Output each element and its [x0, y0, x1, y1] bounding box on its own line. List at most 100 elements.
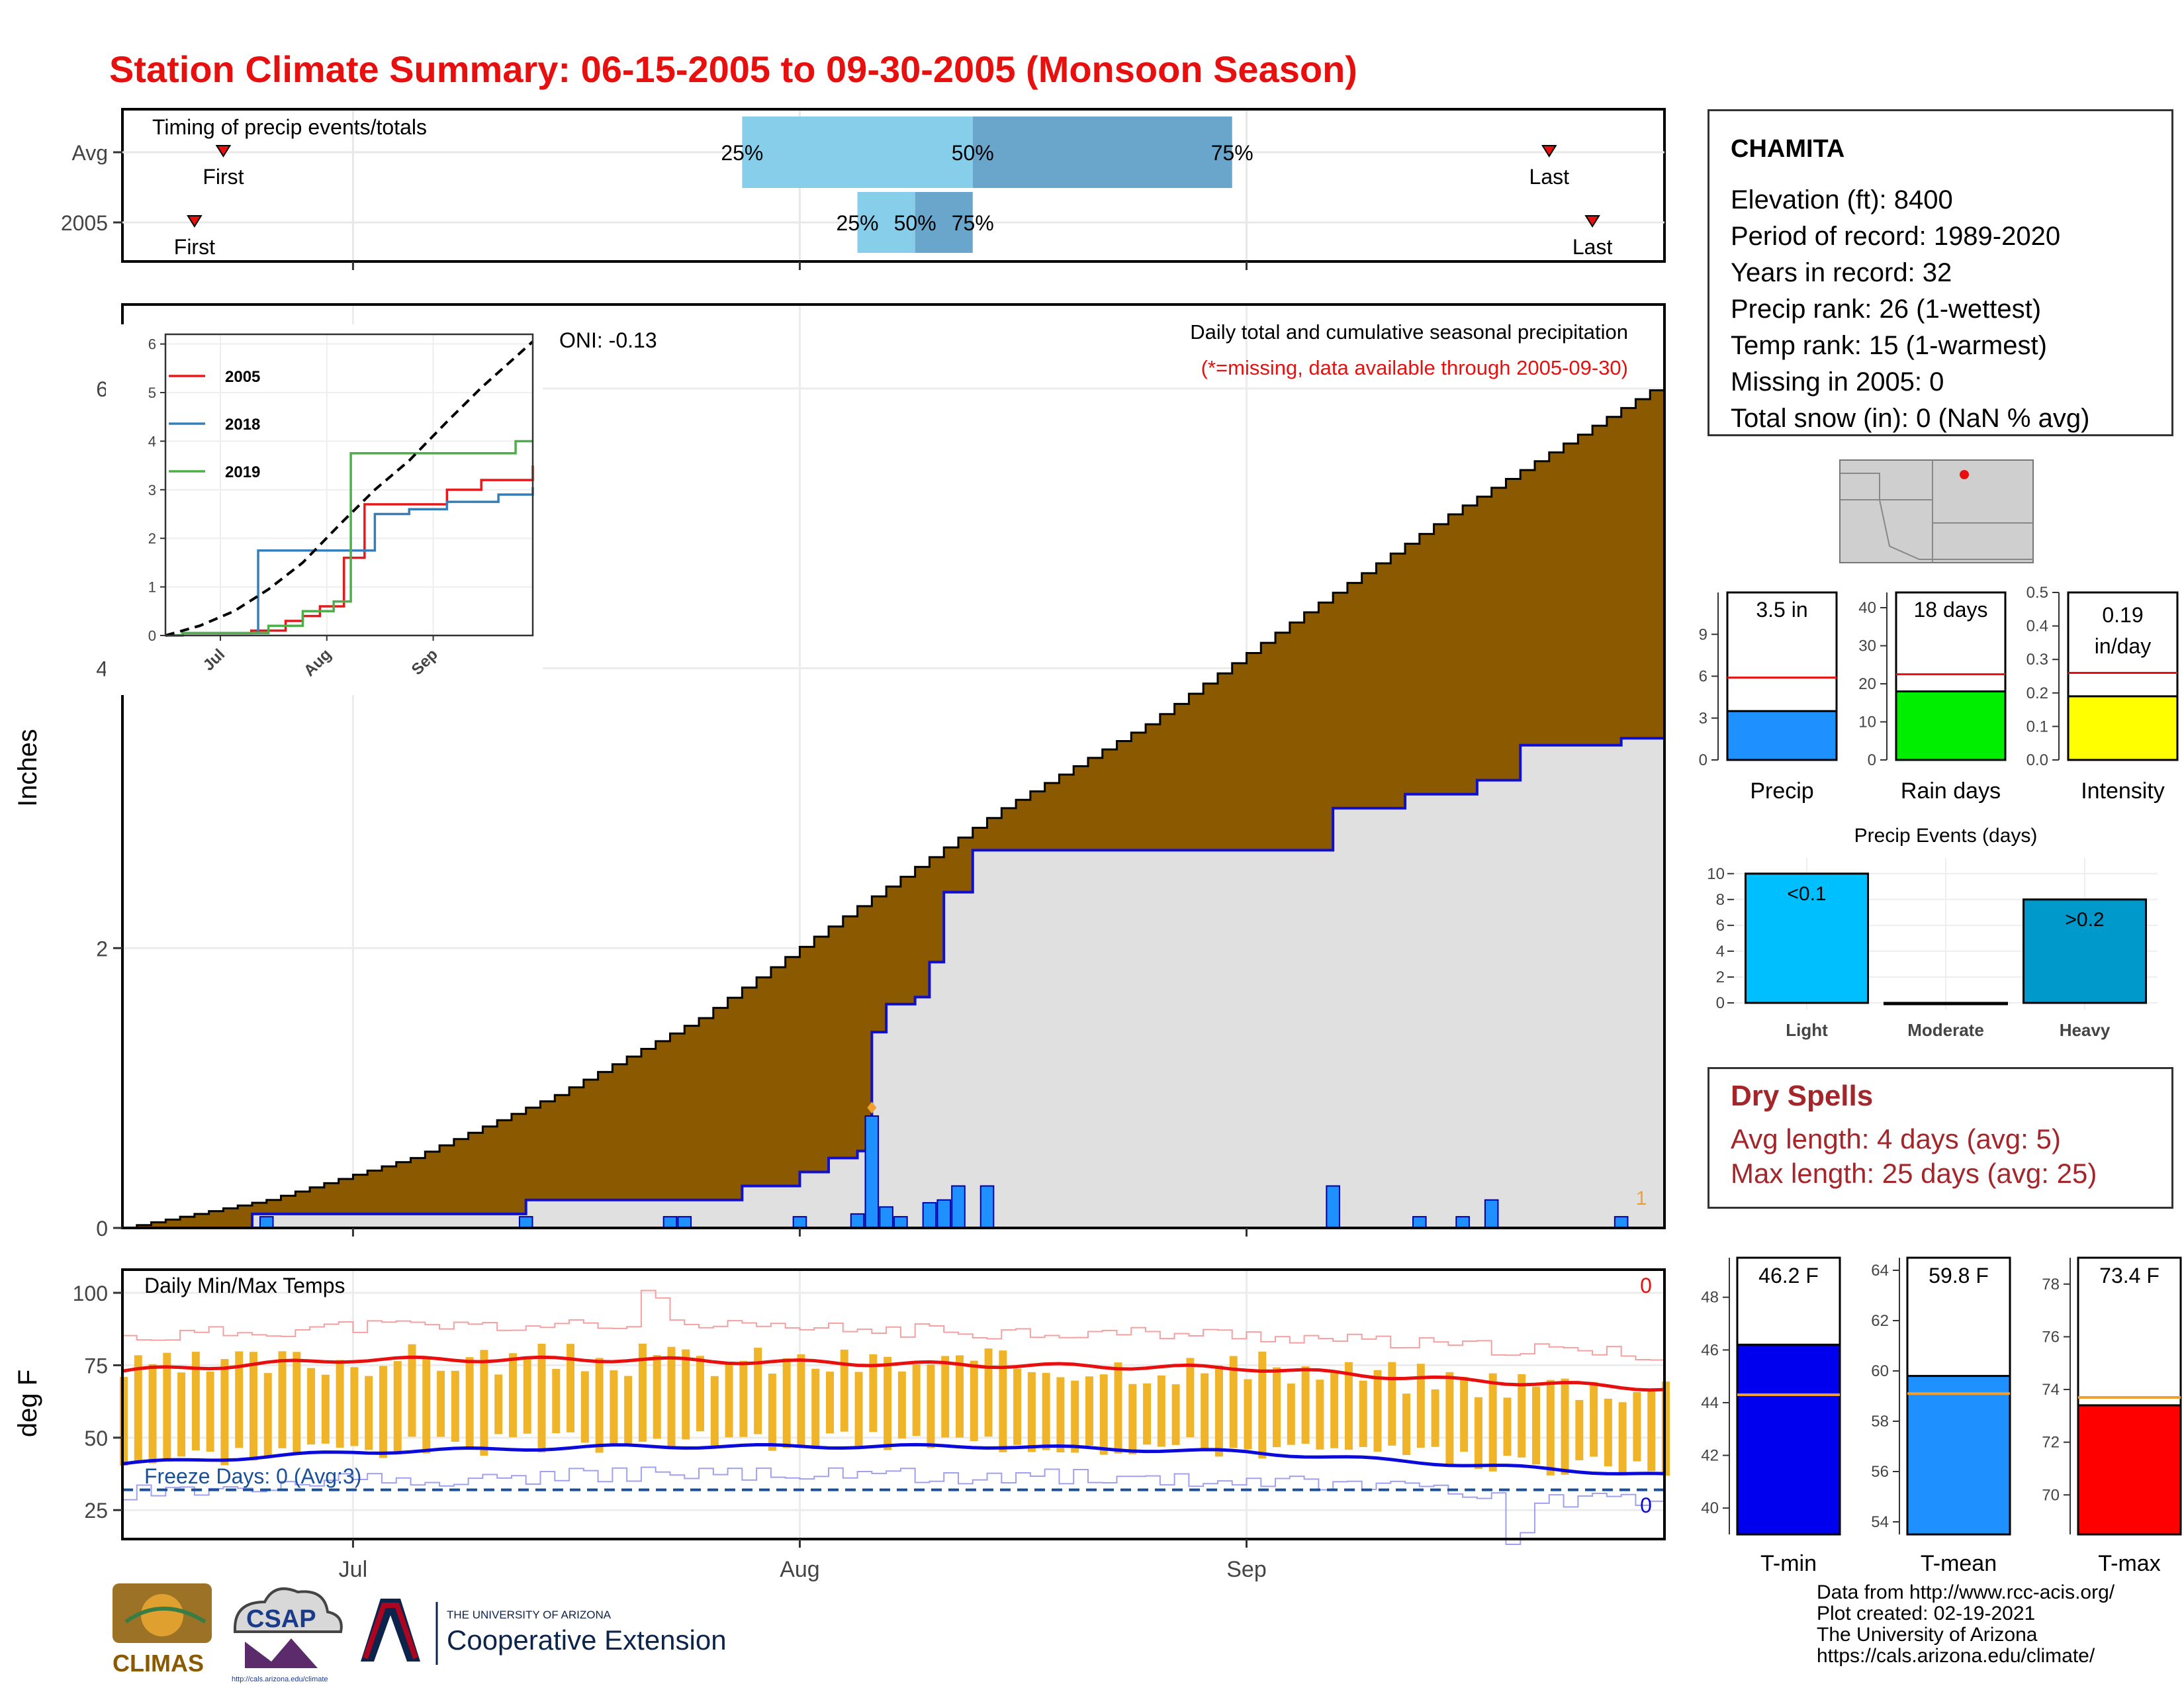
daily-precip-bar — [864, 1115, 880, 1229]
timing-marker-last — [1541, 145, 1557, 158]
timing-bar-25-50 — [742, 117, 973, 188]
station-temp-rank: Temp rank: 15 (1-warmest) — [1731, 331, 2047, 360]
temp-summary-y-tick-label: 72 — [2042, 1434, 2060, 1452]
temp-y-tick-label: 25 — [84, 1499, 108, 1523]
daily-temp-bar — [840, 1349, 848, 1432]
footer-credits: Data from http://www.rcc-acis.org/ Plot … — [1817, 1582, 2115, 1667]
temp-summary-category-label: T-min — [1760, 1551, 1817, 1576]
inset-background — [106, 324, 543, 695]
daily-temp-bar — [350, 1367, 359, 1446]
daily-precip-bar — [936, 1199, 952, 1229]
daily-temp-bar — [1402, 1393, 1411, 1456]
daily-temp-bar — [336, 1360, 344, 1448]
daily-temp-bar — [768, 1374, 776, 1451]
inset-legend-label: 2005 — [225, 368, 260, 386]
daily-temp-bar — [682, 1349, 690, 1440]
daily-temp-bar — [451, 1370, 459, 1442]
temp-y-tick-label: 50 — [84, 1427, 108, 1450]
daily-temp-bar — [725, 1363, 733, 1438]
daily-temp-bar — [235, 1351, 244, 1448]
daily-temp-bar — [1316, 1380, 1324, 1450]
daily-temp-bar — [1604, 1398, 1612, 1467]
daily-temp-bar — [537, 1343, 546, 1453]
daily-temp-bar — [494, 1374, 503, 1434]
dry-spells-avg: Avg length: 4 days (avg: 5) — [1731, 1123, 2061, 1154]
temp-summary-y-tick-label: 74 — [2042, 1381, 2060, 1399]
summary-category-label: Rain days — [1901, 778, 2001, 804]
temp-summary-y-tick-label: 42 — [1701, 1447, 1719, 1465]
temp-summary-category-label: T-mean — [1921, 1551, 1997, 1576]
daily-temp-bar — [567, 1344, 575, 1432]
missing-note: (*=missing, data available through 2005-… — [1201, 356, 1628, 379]
events-title: Precip Events (days) — [1854, 825, 2038, 847]
max-day-marker — [867, 1102, 877, 1114]
daily-temp-bar — [970, 1360, 978, 1441]
daily-temp-bar — [1186, 1358, 1195, 1438]
temp-summary-y-tick-label: 78 — [2042, 1276, 2060, 1293]
timing-bar-25-50 — [857, 192, 915, 253]
daily-precip-bar — [922, 1201, 937, 1229]
daily-temp-bar — [293, 1352, 301, 1454]
precip-heading: Daily total and cumulative seasonal prec… — [1190, 320, 1628, 344]
daily-temp-bar — [1561, 1378, 1569, 1475]
summary-value-label: 3.5 in — [1756, 598, 1807, 622]
daily-temp-bar — [1128, 1383, 1137, 1454]
timing-label-last: Last — [1529, 165, 1570, 189]
daily-temp-bar — [739, 1360, 748, 1437]
daily-temp-bar — [177, 1372, 186, 1457]
2005-cumulative-area — [122, 738, 1664, 1228]
precip-y-axis-label: Inches — [13, 729, 42, 807]
inset-legend-label: 2018 — [225, 416, 260, 434]
daily-temp-bar — [610, 1370, 618, 1444]
daily-temp-bar — [379, 1366, 387, 1458]
summary-y-tick-label: 0.5 — [2026, 584, 2048, 602]
timing-label-50: 50% — [894, 211, 936, 235]
station-period: Period of record: 1989-2020 — [1731, 222, 2061, 251]
2005-cumulative-line — [122, 737, 1664, 1229]
timing-marker-first — [187, 215, 203, 228]
summary-y-tick-label: 6 — [1699, 668, 1707, 686]
daily-temp-bar — [869, 1354, 878, 1432]
daily-temp-bar — [191, 1352, 200, 1451]
record-low-line — [122, 1466, 1665, 1545]
oni-label: ONI: -0.13 — [559, 328, 657, 352]
daily-temp-bar — [595, 1358, 604, 1453]
inset-y-tick-label: 4 — [148, 433, 156, 449]
daily-temp-bar — [754, 1347, 762, 1434]
summary-y-tick-label: 40 — [1858, 599, 1876, 617]
precip-y-tick-label: 4 — [96, 657, 108, 681]
daily-temp-bar — [422, 1357, 431, 1454]
daily-temp-bar — [1344, 1362, 1353, 1450]
precip-count-label: 1 — [1636, 1188, 1647, 1209]
inset-y-tick-label: 1 — [148, 579, 156, 596]
station-snow: Total snow (in): 0 (NaN % avg) — [1731, 404, 2090, 433]
daily-temp-bar — [1518, 1374, 1526, 1458]
daily-precip-bar — [677, 1216, 692, 1229]
daily-temp-bar — [854, 1372, 863, 1448]
daily-temp-bar — [465, 1357, 474, 1449]
summary-value-label: in/day — [2095, 634, 2151, 658]
daily-precip-bar — [1455, 1216, 1470, 1229]
temp-summary-value-label: 73.4 F — [2099, 1264, 2160, 1288]
ua-logo-big-text: Cooperative Extension — [447, 1624, 727, 1656]
temp-chart: 25 50 75 100 Jul Aug Sep Daily Min/Max Temps Fre… — [13, 1268, 1670, 1582]
inset-y-tick-label: 3 — [148, 482, 156, 498]
page-title: Station Climate Summary: 06-15-2005 to 0… — [109, 48, 1357, 90]
precip-events-chart: Precip Events (days) <0.1 Light Moderate >0.… — [1707, 825, 2158, 1040]
csap-logo-text: CSAP — [246, 1605, 316, 1633]
daily-temp-bar — [1445, 1372, 1454, 1466]
daily-temp-bar — [1503, 1397, 1512, 1456]
daily-temp-bar — [321, 1374, 330, 1444]
daily-temp-bar — [1532, 1386, 1541, 1465]
timing-label-last: Last — [1572, 235, 1613, 259]
temp-y-tick-label: 75 — [84, 1354, 108, 1378]
daily-temp-bar — [1488, 1373, 1497, 1472]
events-bar-light — [1745, 872, 1869, 1004]
daily-temp-bar — [163, 1352, 171, 1459]
precip-y-tick-label: 6 — [96, 377, 108, 401]
daily-temp-bar — [1171, 1384, 1180, 1445]
timing-label-75: 75% — [1211, 141, 1253, 165]
precip-y-tick-label: 2 — [96, 937, 108, 961]
daily-temp-bar — [638, 1343, 647, 1442]
temp-summary-bar-t-max — [2077, 1404, 2182, 1536]
